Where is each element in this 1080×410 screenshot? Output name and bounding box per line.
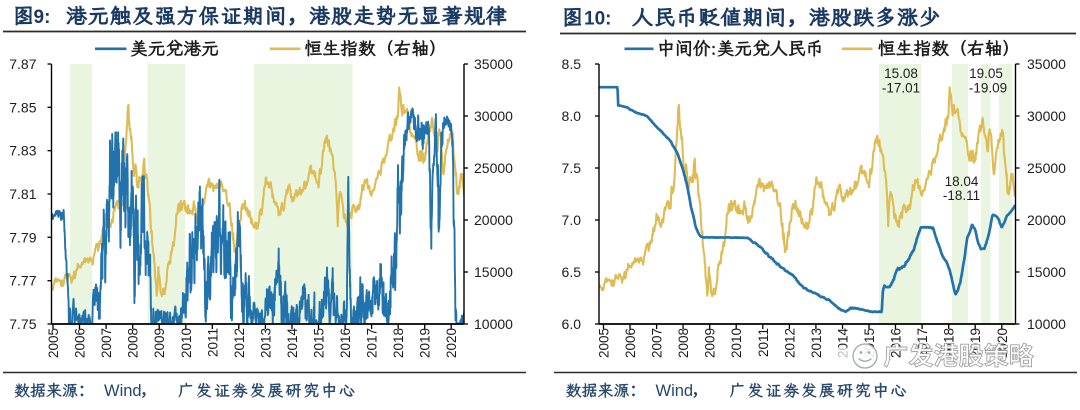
svg-text:2017: 2017 [365, 328, 380, 358]
svg-text:2012: 2012 [782, 328, 797, 358]
svg-text:-19.09: -19.09 [969, 81, 1007, 96]
svg-text:2011: 2011 [756, 328, 771, 357]
svg-text:2007: 2007 [99, 328, 114, 358]
svg-text:10000: 10000 [1027, 316, 1066, 332]
svg-text:2014: 2014 [285, 328, 300, 359]
svg-text:35000: 35000 [474, 56, 513, 72]
svg-text:2011: 2011 [205, 328, 220, 357]
svg-text:2009: 2009 [703, 328, 718, 358]
svg-text:2016: 2016 [889, 328, 904, 358]
svg-text:2007: 2007 [650, 328, 665, 358]
svg-text:18.04: 18.04 [945, 174, 979, 189]
svg-text:7.75: 7.75 [9, 316, 36, 332]
svg-text:35000: 35000 [1027, 56, 1066, 72]
svg-text:15000: 15000 [1027, 264, 1066, 280]
svg-text:-17.01: -17.01 [882, 81, 920, 96]
svg-text:8.5: 8.5 [562, 56, 582, 72]
svg-text:2006: 2006 [73, 328, 88, 358]
svg-text:6.0: 6.0 [562, 316, 582, 332]
svg-text:30000: 30000 [474, 108, 513, 124]
svg-text:10000: 10000 [474, 316, 513, 332]
svg-text:7.79: 7.79 [9, 229, 36, 245]
svg-text:7.85: 7.85 [9, 99, 36, 115]
svg-text:15000: 15000 [474, 264, 513, 280]
svg-text:6.5: 6.5 [562, 264, 582, 280]
svg-text:-18.11: -18.11 [943, 188, 980, 203]
svg-text:2010: 2010 [179, 328, 194, 358]
svg-text:19.05: 19.05 [969, 66, 1003, 81]
svg-text:2005: 2005 [597, 328, 612, 358]
svg-text:7.87: 7.87 [9, 56, 36, 72]
svg-text:2008: 2008 [126, 328, 141, 358]
svg-text:7.81: 7.81 [9, 186, 36, 202]
svg-text:2009: 2009 [152, 328, 167, 358]
svg-text:Wind: Wind [104, 382, 142, 400]
svg-text:2013: 2013 [809, 328, 824, 358]
svg-text:2013: 2013 [258, 328, 273, 358]
svg-text:7.5: 7.5 [562, 160, 582, 176]
svg-text:2018: 2018 [391, 328, 406, 358]
svg-text:25000: 25000 [474, 160, 513, 176]
svg-text:10:: 10: [584, 9, 611, 30]
svg-text:2008: 2008 [676, 328, 691, 358]
svg-text:2020: 2020 [444, 328, 459, 358]
svg-text:30000: 30000 [1027, 108, 1066, 124]
svg-text:20000: 20000 [1027, 212, 1066, 228]
svg-text:Wind: Wind [656, 382, 694, 400]
svg-text:2012: 2012 [232, 328, 247, 358]
svg-text:7.77: 7.77 [9, 273, 36, 289]
svg-text:2019: 2019 [418, 328, 433, 358]
svg-text:7.83: 7.83 [9, 143, 36, 159]
svg-text:2005: 2005 [46, 328, 61, 358]
svg-text:20000: 20000 [474, 212, 513, 228]
svg-text:2010: 2010 [729, 328, 744, 358]
svg-text:7.0: 7.0 [562, 212, 582, 228]
svg-text:2015: 2015 [312, 328, 327, 358]
svg-text:2016: 2016 [338, 328, 353, 358]
svg-text:25000: 25000 [1027, 160, 1066, 176]
svg-text:9:: 9: [34, 7, 51, 28]
svg-text:2006: 2006 [623, 328, 638, 358]
svg-text:15.08: 15.08 [884, 66, 918, 81]
svg-text:8.0: 8.0 [562, 108, 582, 124]
